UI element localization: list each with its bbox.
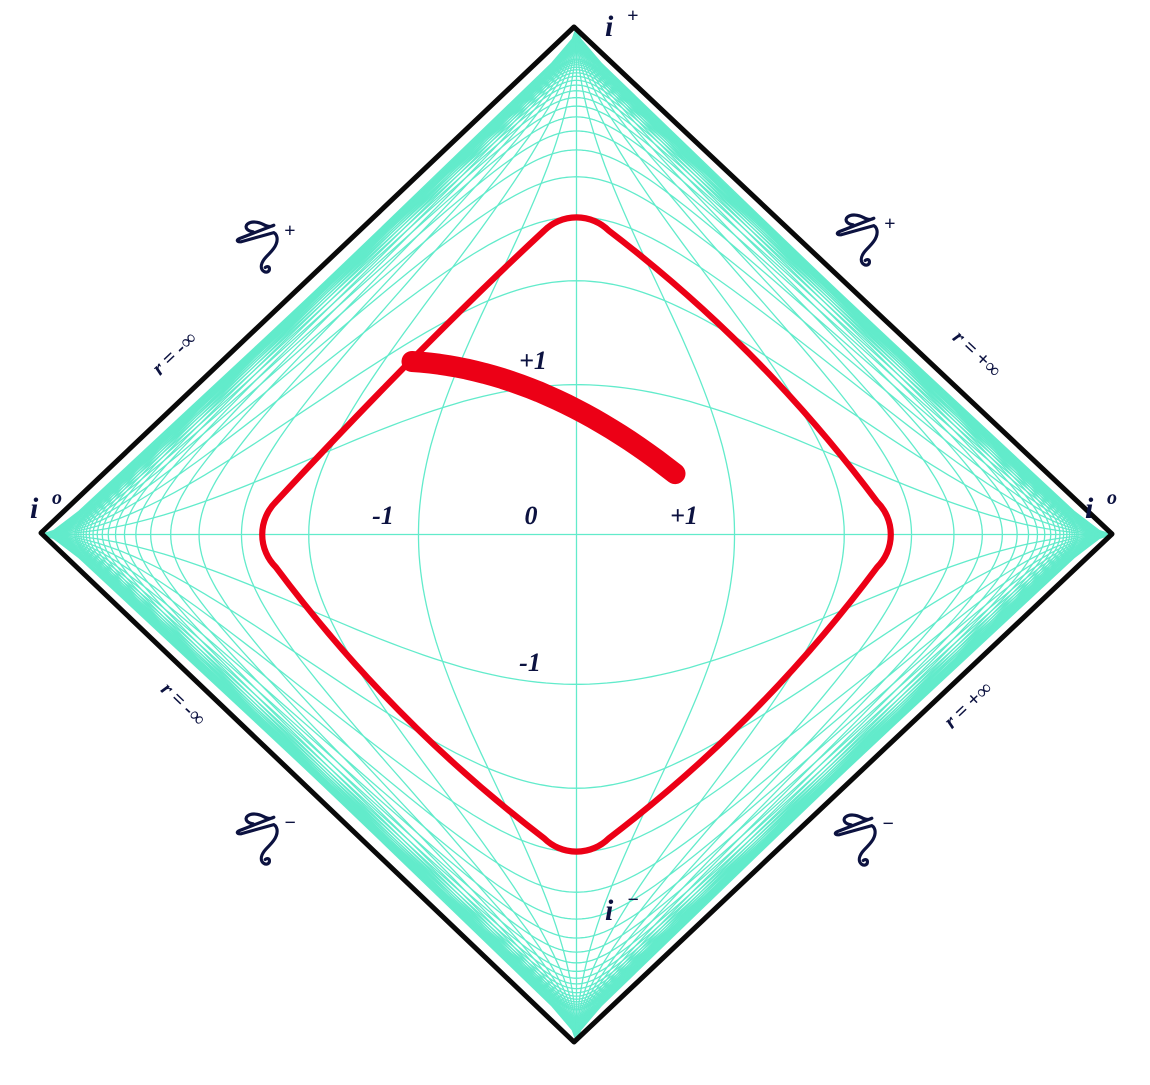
svg-text:+: + bbox=[627, 5, 638, 27]
svg-text:i: i bbox=[605, 894, 614, 927]
svg-text:+1: +1 bbox=[670, 501, 698, 530]
svg-text:+: + bbox=[884, 213, 895, 235]
svg-text:i: i bbox=[605, 10, 614, 43]
svg-text:-1: -1 bbox=[519, 648, 541, 677]
svg-text:+1: +1 bbox=[519, 346, 547, 375]
svg-text:o: o bbox=[1107, 487, 1117, 509]
svg-text:−: − bbox=[627, 889, 639, 911]
svg-text:-1: -1 bbox=[372, 501, 394, 530]
svg-text:o: o bbox=[52, 487, 62, 509]
svg-text:+: + bbox=[284, 220, 295, 242]
svg-text:i: i bbox=[30, 492, 39, 525]
svg-text:i: i bbox=[1085, 492, 1094, 525]
svg-text:−: − bbox=[284, 812, 296, 834]
svg-text:0: 0 bbox=[525, 501, 538, 530]
svg-text:−: − bbox=[882, 813, 894, 835]
